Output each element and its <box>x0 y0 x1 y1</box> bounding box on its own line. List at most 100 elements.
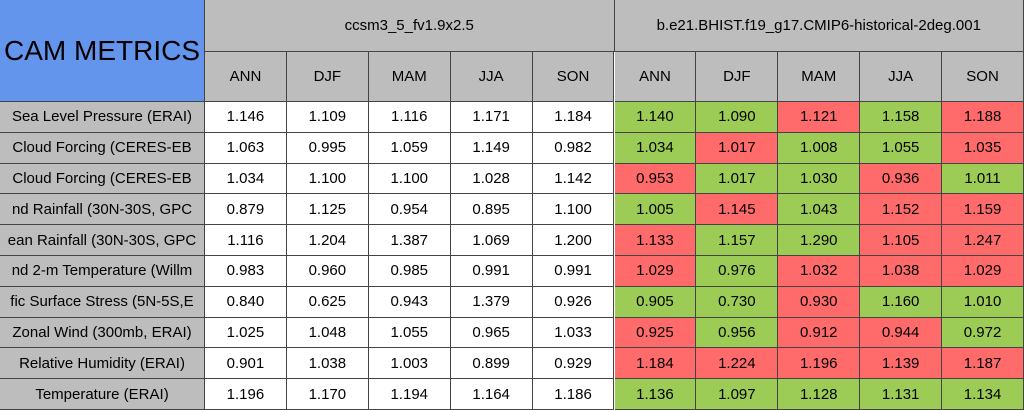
metric-value: 1.011 <box>942 163 1024 195</box>
metric-value: 0.929 <box>532 348 615 380</box>
metric-value: 1.034 <box>205 163 287 195</box>
metric-value: 1.152 <box>860 194 943 226</box>
row-label: Relative Humidity (ERAI) <box>0 348 205 380</box>
metric-value: 1.142 <box>532 163 615 195</box>
metric-value: 1.121 <box>778 102 861 133</box>
metric-value: 1.030 <box>778 163 861 195</box>
metric-value: 0.879 <box>205 194 287 226</box>
column-header: MAM <box>368 52 451 102</box>
row-label: ean Rainfall (30N-30S, GPC <box>0 225 205 256</box>
metric-value: 0.943 <box>368 286 451 318</box>
metric-value: 1.158 <box>860 102 943 133</box>
metric-value: 1.187 <box>942 348 1024 380</box>
metric-value: 0.901 <box>205 348 287 380</box>
metric-value: 1.035 <box>942 132 1024 164</box>
row-label: nd 2-m Temperature (Willm <box>0 256 205 287</box>
metric-value: 0.972 <box>942 317 1024 349</box>
metric-value: 1.038 <box>860 256 943 287</box>
row-label: fic Surface Stress (5N-5S,E <box>0 286 205 318</box>
metric-value: 0.905 <box>614 286 697 318</box>
row-label: Cloud Forcing (CERES-EB <box>0 132 205 164</box>
metric-value: 1.290 <box>778 225 861 256</box>
metric-value: 0.930 <box>778 286 861 318</box>
group-header: b.e21.BHIST.f19_g17.CMIP6-historical-2de… <box>614 0 1024 52</box>
group-header: ccsm3_5_fv1.9x2.5 <box>205 0 615 52</box>
metric-value: 1.200 <box>532 225 615 256</box>
metric-value: 0.895 <box>450 194 533 226</box>
metric-value: 0.956 <box>696 317 779 349</box>
metric-value: 1.034 <box>614 132 697 164</box>
metric-value: 1.017 <box>696 163 779 195</box>
metric-value: 0.983 <box>205 256 287 287</box>
metric-value: 1.055 <box>860 132 943 164</box>
metric-value: 1.133 <box>614 225 697 256</box>
metric-value: 1.149 <box>450 132 533 164</box>
metric-value: 1.008 <box>778 132 861 164</box>
metric-value: 1.184 <box>532 102 615 133</box>
metric-value: 1.146 <box>205 102 287 133</box>
metric-value: 1.059 <box>368 132 451 164</box>
metric-value: 1.097 <box>696 379 779 410</box>
metric-value: 1.005 <box>614 194 697 226</box>
metric-value: 1.069 <box>450 225 533 256</box>
metric-value: 0.995 <box>286 132 369 164</box>
row-label: nd Rainfall (30N-30S, GPC <box>0 194 205 226</box>
metric-value: 1.090 <box>696 102 779 133</box>
metric-value: 0.965 <box>450 317 533 349</box>
title-cell: CAM METRICS <box>0 0 205 102</box>
metric-value: 0.991 <box>450 256 533 287</box>
metric-value: 0.954 <box>368 194 451 226</box>
metric-value: 0.953 <box>614 163 697 195</box>
metric-value: 1.029 <box>942 256 1024 287</box>
metric-value: 1.160 <box>860 286 943 318</box>
metric-value: 1.134 <box>942 379 1024 410</box>
metric-value: 1.109 <box>286 102 369 133</box>
metric-value: 0.912 <box>778 317 861 349</box>
metric-value: 1.128 <box>778 379 861 410</box>
metric-value: 1.063 <box>205 132 287 164</box>
metric-value: 1.043 <box>778 194 861 226</box>
metric-value: 1.032 <box>778 256 861 287</box>
column-header: SON <box>942 52 1024 102</box>
metric-value: 1.038 <box>286 348 369 380</box>
metric-value: 1.131 <box>860 379 943 410</box>
metric-value: 1.105 <box>860 225 943 256</box>
metric-value: 0.899 <box>450 348 533 380</box>
metric-value: 1.188 <box>942 102 1024 133</box>
column-header: DJF <box>696 52 779 102</box>
metric-value: 1.204 <box>286 225 369 256</box>
metric-value: 1.379 <box>450 286 533 318</box>
metric-value: 1.003 <box>368 348 451 380</box>
column-header: ANN <box>614 52 697 102</box>
metric-value: 1.136 <box>614 379 697 410</box>
metric-value: 1.159 <box>942 194 1024 226</box>
metric-value: 1.145 <box>696 194 779 226</box>
metric-value: 1.048 <box>286 317 369 349</box>
metric-value: 0.982 <box>532 132 615 164</box>
metric-value: 1.140 <box>614 102 697 133</box>
metric-value: 0.730 <box>696 286 779 318</box>
metric-value: 1.125 <box>286 194 369 226</box>
metric-value: 1.100 <box>368 163 451 195</box>
metric-value: 0.976 <box>696 256 779 287</box>
metric-value: 1.171 <box>450 102 533 133</box>
metric-value: 1.025 <box>205 317 287 349</box>
metric-value: 0.840 <box>205 286 287 318</box>
metric-value: 0.925 <box>614 317 697 349</box>
metric-value: 1.247 <box>942 225 1024 256</box>
metric-value: 1.224 <box>696 348 779 380</box>
metric-value: 1.010 <box>942 286 1024 318</box>
row-label: Sea Level Pressure (ERAI) <box>0 102 205 133</box>
metric-value: 0.960 <box>286 256 369 287</box>
metric-value: 1.100 <box>532 194 615 226</box>
metric-value: 1.055 <box>368 317 451 349</box>
column-header: MAM <box>778 52 861 102</box>
column-header: JJA <box>450 52 533 102</box>
metric-value: 0.936 <box>860 163 943 195</box>
metric-value: 1.196 <box>205 379 287 410</box>
metric-value: 1.028 <box>450 163 533 195</box>
metric-value: 0.944 <box>860 317 943 349</box>
metric-value: 1.116 <box>205 225 287 256</box>
metric-value: 1.164 <box>450 379 533 410</box>
